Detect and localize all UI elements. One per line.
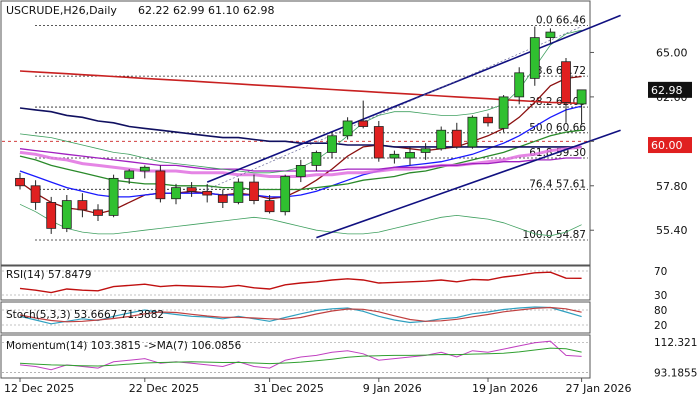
y-tick-label: 55.40 bbox=[656, 224, 688, 237]
candle-body bbox=[155, 170, 166, 200]
candle-body bbox=[451, 129, 462, 148]
indicator-line bbox=[19, 347, 582, 367]
trend-line bbox=[206, 14, 621, 183]
candle-body bbox=[342, 120, 353, 137]
indicator-line bbox=[19, 340, 582, 371]
x-tick-label: 22 Dec 2025 bbox=[129, 382, 199, 395]
stoch-label: Stoch(5,3,3) 53.6667 71.3882 bbox=[6, 309, 164, 321]
candle-body bbox=[77, 200, 88, 211]
panel-tick-label: 93.1855 bbox=[654, 368, 697, 380]
panel-tick-label: 80 bbox=[654, 305, 667, 317]
indicator-line bbox=[19, 306, 582, 325]
candle-body bbox=[514, 72, 525, 98]
candle-body bbox=[389, 153, 400, 159]
trend-line bbox=[207, 26, 582, 190]
candle-body bbox=[139, 166, 150, 172]
chart-title: USCRUDE,H26,Daily bbox=[6, 4, 117, 17]
y-tick-label: 57.80 bbox=[656, 180, 688, 193]
candle-body bbox=[467, 116, 478, 148]
panel-tick-label: 20 bbox=[654, 320, 667, 332]
candle-body bbox=[93, 209, 103, 216]
candle-body bbox=[15, 177, 25, 187]
indicator-line bbox=[19, 271, 582, 294]
candle-body bbox=[249, 181, 259, 201]
ohlc-header: 62.22 62.99 61.10 62.98 bbox=[138, 4, 274, 17]
candle-body bbox=[561, 61, 571, 103]
candle-body bbox=[529, 37, 540, 79]
candle-body bbox=[576, 89, 587, 105]
candle-body bbox=[264, 200, 275, 213]
candle-body bbox=[217, 194, 228, 203]
candle-body bbox=[280, 176, 291, 213]
fib-level-label: 50.0 60.66 bbox=[529, 122, 586, 134]
level-tag bbox=[648, 137, 692, 154]
candle-body bbox=[358, 120, 369, 127]
rsi-label: RSI(14) 57.8479 bbox=[6, 269, 91, 281]
candle-body bbox=[545, 31, 556, 39]
trend-line bbox=[316, 129, 621, 239]
momentum-label: Momentum(14) 103.3815 ->MA(7) 106.0856 bbox=[6, 340, 242, 352]
last-price-label: 62.98 bbox=[651, 84, 683, 97]
candle-body bbox=[436, 129, 447, 150]
last-price-tag bbox=[648, 81, 692, 98]
indicator-line bbox=[19, 306, 582, 323]
panel-tick-label: 30 bbox=[654, 290, 667, 302]
candle-body bbox=[108, 177, 119, 216]
candle-body bbox=[311, 152, 322, 166]
x-tick-label: 31 Dec 2025 bbox=[254, 382, 324, 395]
candle-body bbox=[373, 126, 384, 159]
x-tick-label: 12 Dec 2025 bbox=[4, 382, 74, 395]
stoch-panel-frame bbox=[0, 301, 591, 334]
candle-body bbox=[61, 200, 72, 229]
candle-body bbox=[30, 185, 41, 203]
candle-body bbox=[295, 165, 306, 177]
candle-body bbox=[186, 187, 197, 192]
moving-average-line bbox=[19, 107, 582, 148]
x-tick-label: 27 Jan 2026 bbox=[566, 382, 632, 395]
candle-body bbox=[498, 96, 509, 129]
panel-tick-label: 70 bbox=[654, 266, 667, 278]
candle-body bbox=[202, 190, 213, 196]
candle-body bbox=[171, 187, 181, 200]
candle-body bbox=[420, 148, 431, 153]
candle-body bbox=[233, 181, 244, 203]
candle-body bbox=[327, 135, 337, 153]
moving-average-line bbox=[19, 70, 582, 105]
x-tick-label: 9 Jan 2026 bbox=[363, 382, 422, 395]
candle-body bbox=[46, 202, 57, 229]
panel-tick-label: 112.321 bbox=[654, 337, 697, 349]
y-tick-label: 65.00 bbox=[656, 46, 688, 59]
candle-body bbox=[483, 116, 493, 124]
candle-body bbox=[405, 152, 415, 159]
moving-average-line bbox=[19, 203, 582, 237]
fib-level-label: 23.6 63.72 bbox=[529, 65, 586, 77]
level-tag-label: 60.00 bbox=[651, 139, 683, 152]
candle-body bbox=[124, 170, 135, 179]
fib-level-label: 0.0 66.46 bbox=[536, 14, 586, 26]
fib-level-label: 76.4 57.61 bbox=[529, 178, 586, 190]
x-tick-label: 19 Jan 2026 bbox=[472, 382, 538, 395]
